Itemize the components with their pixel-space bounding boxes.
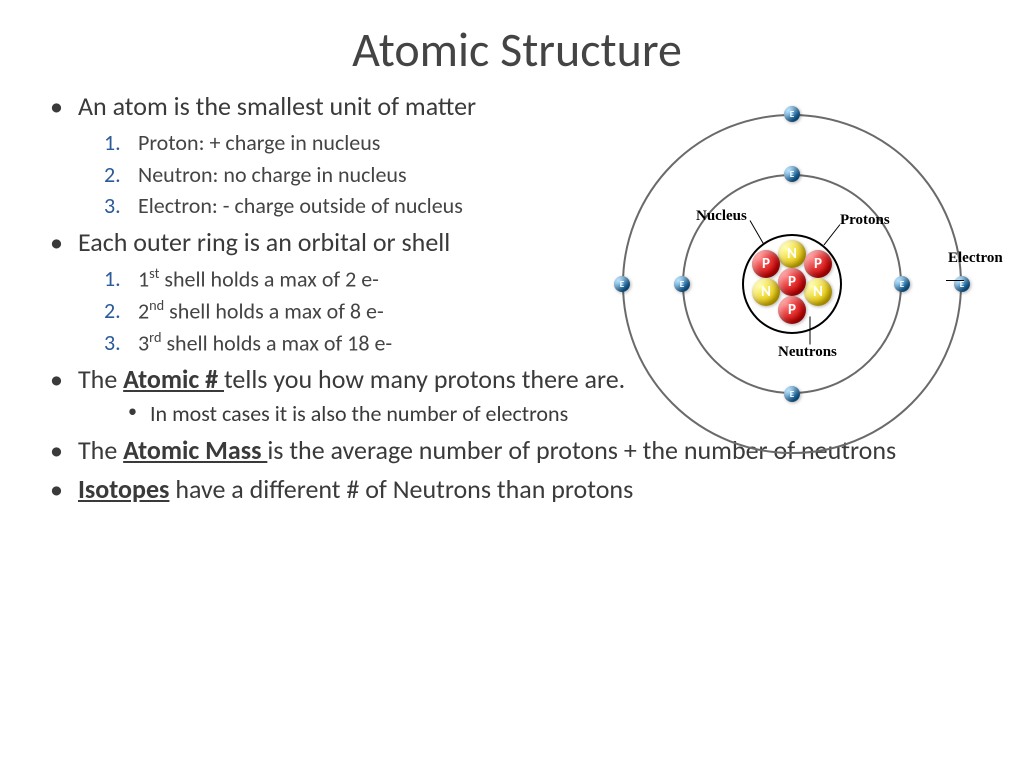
shell1-sup: st [149, 264, 159, 282]
shell3-rest: shell holds a max of 18 e- [161, 330, 392, 357]
electron-particle: E [674, 276, 690, 292]
bullet-5: Isotopes have a different # of Neutrons … [50, 472, 984, 507]
proton-particle: P [752, 250, 780, 278]
bullet-1-text: An atom is the smallest unit of matter [78, 90, 476, 122]
electron-particle: E [954, 276, 970, 292]
neutron-particle: N [752, 278, 780, 306]
atom-diagram: NPPNNPP E E E E E E E Nucleus Protons Electron… [592, 100, 1012, 470]
label-protons: Protons [840, 212, 890, 229]
b3-post: tells you how many protons there are. [224, 363, 625, 395]
b3-bold: Atomic # [123, 363, 224, 395]
bullet-2-text: Each outer ring is an orbital or shell [78, 226, 450, 258]
electron-particle: E [784, 386, 800, 402]
proton-particle: P [778, 296, 806, 324]
slide-title: Atomic Structure [50, 20, 984, 79]
proton-particle: P [778, 268, 806, 296]
b4-pre: The [78, 434, 123, 466]
electron-particle: E [784, 166, 800, 182]
electron-particle: E [614, 276, 630, 292]
electron-particle: E [784, 106, 800, 122]
electron-particle: E [894, 276, 910, 292]
label-nucleus: Nucleus [696, 208, 747, 225]
slide: Atomic Structure An atom is the smallest… [0, 0, 1024, 768]
b4-bold: Atomic Mass [123, 434, 267, 466]
shell3-num: 3 [138, 330, 149, 357]
shell2-rest: shell holds a max of 8 e- [164, 298, 384, 325]
leader-line [810, 317, 811, 345]
shell1-num: 1 [138, 266, 149, 293]
label-neutrons: Neutrons [778, 344, 837, 361]
neutron-particle: N [804, 278, 832, 306]
label-electron: Electron [948, 250, 1003, 267]
neutron-particle: N [778, 240, 806, 268]
proton-particle: P [804, 250, 832, 278]
leader-line [946, 280, 964, 281]
shell2-sup: nd [149, 296, 164, 314]
b3-pre: The [78, 363, 123, 395]
shell2-num: 2 [138, 298, 149, 325]
b5-bold: Isotopes [78, 473, 169, 505]
shell3-sup: rd [149, 328, 161, 346]
shell1-rest: shell holds a max of 2 e- [159, 266, 379, 293]
b5-post: have a different # of Neutrons than prot… [169, 473, 633, 505]
